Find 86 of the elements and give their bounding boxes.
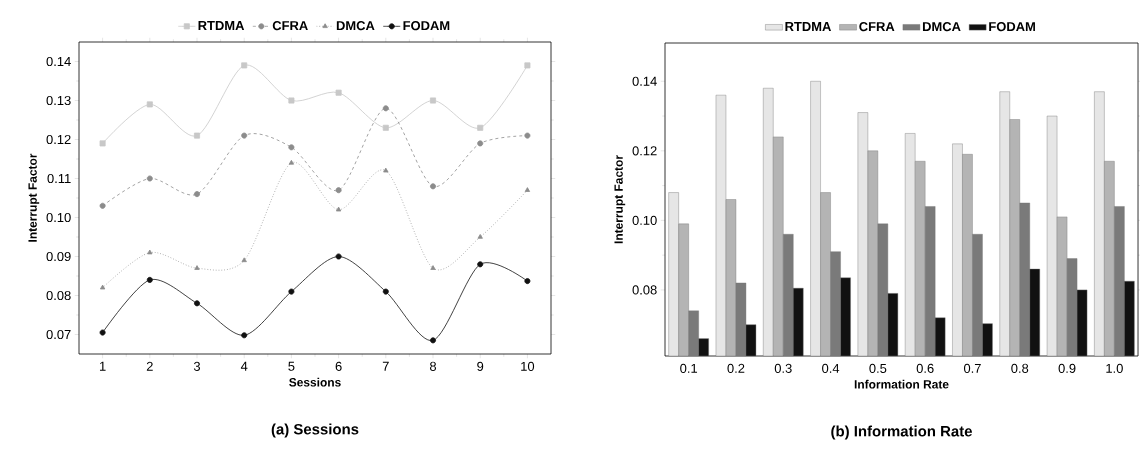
x-tick-label: 0.2 xyxy=(727,363,745,373)
x-tick-label: 0.4 xyxy=(822,363,840,373)
x-tick-label: 0.8 xyxy=(1011,363,1029,373)
legend-label: RTDMA xyxy=(785,22,832,31)
point xyxy=(288,159,295,165)
x-tick-label: 9 xyxy=(477,361,484,371)
y-tick-label: 0.12 xyxy=(632,146,657,156)
point xyxy=(99,202,106,209)
point xyxy=(335,253,342,260)
x-tick-label: 2 xyxy=(146,361,153,371)
point xyxy=(430,265,436,270)
point xyxy=(147,249,153,255)
point xyxy=(99,140,106,147)
y-tick-label: 0.10 xyxy=(632,215,657,225)
x-tick-label: 8 xyxy=(429,361,437,371)
y-axis-title: Interrupt Factor xyxy=(614,155,626,244)
point xyxy=(477,261,484,268)
point xyxy=(477,140,484,147)
y-tick-label: 0.12 xyxy=(46,134,71,145)
point xyxy=(99,329,106,336)
x-tick-label: 10 xyxy=(521,361,535,371)
x-axis-title: Sessions xyxy=(289,377,341,387)
point xyxy=(146,175,153,182)
x-tick-label: 0.1 xyxy=(680,363,698,373)
point xyxy=(335,89,342,96)
point xyxy=(194,191,200,198)
y-tick-label: 0.14 xyxy=(46,56,71,67)
point xyxy=(382,288,389,295)
point xyxy=(477,124,484,131)
x-tick-label: 0.7 xyxy=(963,363,981,373)
point xyxy=(241,332,248,339)
point xyxy=(477,234,483,239)
legend-label: CFRA xyxy=(859,22,895,32)
x-tick-label: 4 xyxy=(240,361,248,371)
point xyxy=(194,132,200,139)
x-tick-label: 1.0 xyxy=(1106,363,1123,373)
x-tick-label: 6 xyxy=(335,361,342,371)
x-tick-label: 0.5 xyxy=(869,363,887,373)
x-tick-label: 0.9 xyxy=(1058,363,1076,373)
point xyxy=(430,97,436,104)
point xyxy=(524,187,531,192)
point xyxy=(194,300,200,307)
point xyxy=(146,276,153,283)
point xyxy=(146,101,153,108)
point xyxy=(241,257,247,263)
point xyxy=(430,337,436,344)
point xyxy=(524,62,531,69)
legend-label: DMCA xyxy=(922,22,961,32)
point xyxy=(241,62,248,69)
x-tick-label: 0.6 xyxy=(916,363,934,373)
legend-label: FODAM xyxy=(989,22,1035,32)
y-axis-title: Interrupt Factor xyxy=(28,153,40,242)
point xyxy=(288,144,295,151)
y-tick-label: 0.10 xyxy=(46,212,71,223)
legend-label: FODAM xyxy=(403,21,450,31)
point xyxy=(382,124,389,131)
y-tick-label: 0.07 xyxy=(46,329,71,340)
y-tick-label: 0.08 xyxy=(632,285,657,295)
point xyxy=(383,167,389,173)
legend-label: RTDMA xyxy=(198,21,245,31)
point xyxy=(382,105,389,112)
point xyxy=(524,278,531,285)
x-tick-label: 7 xyxy=(382,361,389,371)
y-tick-label: 0.13 xyxy=(46,95,71,106)
point xyxy=(335,206,342,212)
text: (b) Information Rate xyxy=(831,425,972,440)
point xyxy=(288,97,295,104)
point xyxy=(99,284,106,290)
point xyxy=(288,288,295,295)
point xyxy=(241,132,248,139)
x-tick-label: 0.3 xyxy=(774,363,792,373)
x-axis-title: Information Rate xyxy=(854,379,949,389)
point xyxy=(335,187,342,194)
y-tick-label: 0.09 xyxy=(46,251,71,262)
x-tick-label: 1 xyxy=(99,361,106,371)
x-tick-label: 5 xyxy=(288,361,295,371)
y-tick-label: 0.11 xyxy=(47,173,71,184)
point xyxy=(194,265,200,270)
x-tick-label: 3 xyxy=(193,361,201,371)
text: (a) Sessions xyxy=(271,423,359,438)
y-tick-label: 0.14 xyxy=(632,76,657,86)
legend-label: DMCA xyxy=(336,21,375,31)
legend-label: CFRA xyxy=(272,21,308,31)
y-tick-label: 0.08 xyxy=(46,290,71,301)
point xyxy=(430,183,436,190)
point xyxy=(524,132,531,139)
